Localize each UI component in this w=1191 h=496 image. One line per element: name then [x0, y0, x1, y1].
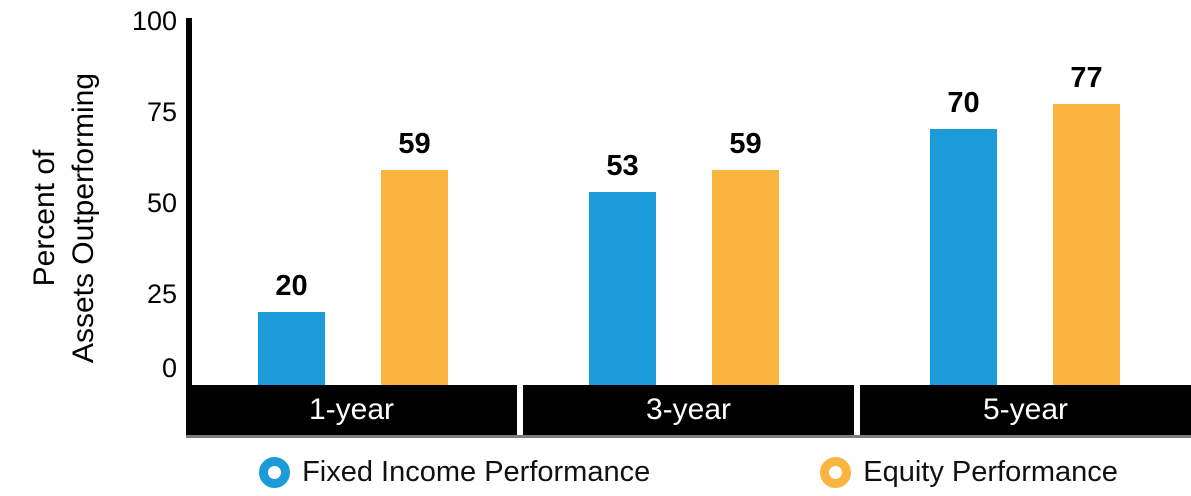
- bar-value-label-equity-3-year: 59: [729, 128, 762, 160]
- bar-value-label-equity-5-year: 77: [1070, 62, 1103, 94]
- bar-equity-1-year: [381, 170, 448, 385]
- bar-equity-3-year: [712, 170, 779, 385]
- bar-equity-5-year: [1053, 104, 1120, 385]
- y-tick-label-75: 75: [146, 97, 177, 127]
- x-category-1-year: 1-year: [186, 385, 517, 435]
- x-axis-band: 1-year 3-year 5-year: [186, 385, 1191, 438]
- legend-ring-icon: [820, 456, 852, 488]
- legend: Fixed Income Performance Equity Performan…: [186, 452, 1191, 492]
- y-tick-label-50: 50: [146, 188, 177, 218]
- bar-value-label-fixed-income-1-year: 20: [275, 270, 308, 302]
- legend-item-equity: Equity Performance: [820, 456, 1118, 489]
- legend-label: Fixed Income Performance: [302, 455, 651, 488]
- bar-value-label-equity-1-year: 59: [398, 128, 431, 160]
- legend-ring-icon: [259, 456, 291, 488]
- y-axis-line: [186, 18, 192, 385]
- bar-fixed-income-1-year: [258, 312, 325, 385]
- y-tick-label-25: 25: [146, 279, 177, 309]
- x-category-5-year: 5-year: [860, 385, 1191, 435]
- bar-fixed-income-3-year: [589, 192, 656, 385]
- x-category-3-year: 3-year: [523, 385, 854, 435]
- y-tick-label-100: 100: [131, 6, 177, 36]
- bar-value-label-fixed-income-5-year: 70: [947, 87, 980, 119]
- legend-item-fixed-income: Fixed Income Performance: [259, 456, 650, 489]
- legend-label: Equity Performance: [863, 455, 1118, 488]
- y-tick-label-0: 0: [161, 353, 177, 383]
- bar-value-label-fixed-income-3-year: 53: [606, 150, 639, 182]
- bar-fixed-income-5-year: [930, 129, 997, 385]
